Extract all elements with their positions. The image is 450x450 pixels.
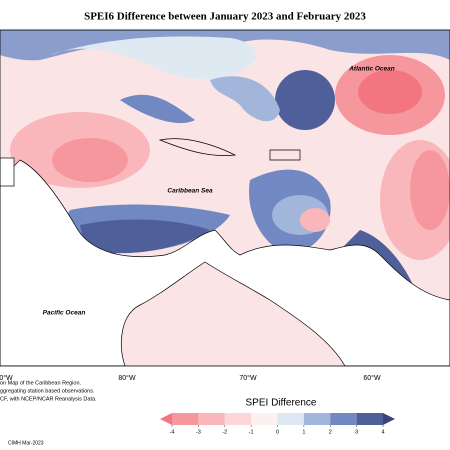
colorbar-segment: [303, 413, 331, 425]
colorbar-segment: [356, 413, 383, 425]
ocean-label: Pacific Ocean: [43, 310, 86, 317]
colorbar-segment: [198, 413, 225, 425]
colorbar-tick-label: 3: [355, 429, 358, 435]
longitude-label: 0°W: [0, 374, 13, 382]
credit: CIMH Mar-2023: [8, 440, 44, 446]
colorbar-segment: [330, 413, 357, 425]
note: ggregating station based observations.: [0, 388, 95, 394]
map-title: SPEI6 Difference between January 2023 an…: [84, 11, 366, 23]
colorbar-tick-label: -2: [222, 429, 227, 435]
colorbar-tick-label: 0: [276, 429, 279, 435]
legend: -4 -3 -2 -1 0 1 2 3 4: [160, 413, 395, 435]
longitude-label: 80°W: [118, 374, 136, 382]
map: [0, 29, 450, 367]
note: on Map of the Caribbean Region.: [0, 380, 81, 386]
colorbar-tick-label: -1: [249, 429, 254, 435]
sea-label: Caribbean Sea: [167, 188, 213, 195]
colorbar-tick-label: 4: [381, 429, 384, 435]
colorbar-segment: [172, 413, 199, 425]
note: CF, with NCEP/NCAR Reanalysis Data.: [0, 396, 97, 402]
colorbar-tick-label: 1: [302, 429, 305, 435]
colorbar-segment: [251, 413, 278, 425]
colorbar-tick-label: -4: [170, 429, 175, 435]
colorbar-segment: [224, 413, 252, 425]
colorbar-segment: [277, 413, 304, 425]
colorbar-arrow: [160, 413, 172, 425]
colorbar-tick-label: 2: [329, 429, 332, 435]
colorbar-arrow: [383, 413, 395, 425]
longitude-label: 60°W: [363, 374, 381, 382]
colorbar-tick-label: -3: [196, 429, 201, 435]
longitude-label: 70°W: [239, 374, 257, 382]
ocean-label: Atlantic Ocean: [348, 66, 395, 73]
legend-title: SPEI Difference: [246, 398, 317, 409]
